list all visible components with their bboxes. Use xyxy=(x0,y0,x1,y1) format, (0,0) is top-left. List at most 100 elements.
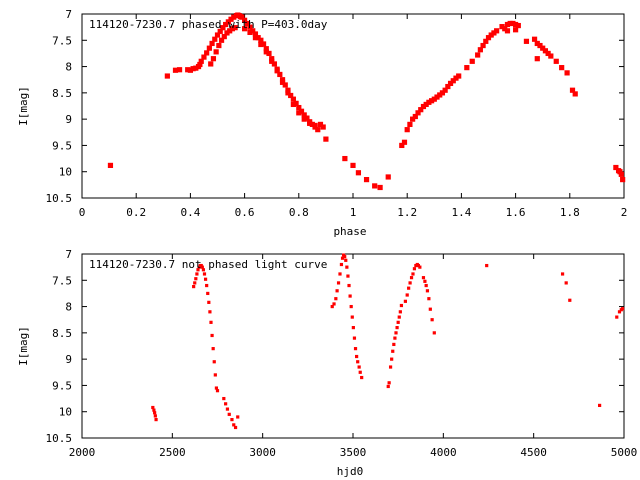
unphased-data-point xyxy=(391,349,395,353)
unphased-data-point xyxy=(356,360,360,364)
unphased-x-tick-label: 3500 xyxy=(340,446,367,459)
phased-data-point xyxy=(553,58,559,64)
phased-data-point xyxy=(480,42,486,49)
unphased-data-point xyxy=(151,405,155,410)
phased-data-point xyxy=(288,92,294,99)
phased-data-point xyxy=(534,56,540,62)
phased-data-point xyxy=(298,108,305,114)
phased-data-point xyxy=(447,80,454,86)
phased-x-tick-label: 0.4 xyxy=(180,206,200,219)
unphased-data-point xyxy=(408,281,412,285)
phased-data-point xyxy=(220,25,226,31)
unphased-data-point xyxy=(430,318,434,322)
phased-data-point xyxy=(193,65,199,71)
unphased-data-point xyxy=(393,336,397,340)
unphased-data-point xyxy=(357,365,361,369)
unphased-data-point xyxy=(153,411,157,415)
phased-data-point xyxy=(407,121,413,127)
phased-data-point xyxy=(285,90,291,96)
unphased-data-point xyxy=(344,258,348,262)
phased-data-point xyxy=(271,61,278,67)
unphased-x-ticks: 2000 2500 3000 3500 4000 4500 5000 xyxy=(69,254,637,459)
unphased-data-point xyxy=(386,384,390,389)
unphased-data-point xyxy=(201,268,206,272)
phased-data-point xyxy=(510,20,516,27)
phased-x-tick-label: 0.2 xyxy=(126,206,146,219)
phased-data-point xyxy=(513,27,519,33)
unphased-data-point xyxy=(194,277,198,281)
phased-x-tick-label: 1 xyxy=(350,206,357,219)
phased-chart-title: 114120-7230.7 phased with P=403.0day xyxy=(89,18,328,31)
unphased-data-point xyxy=(425,289,430,293)
phased-data-point xyxy=(548,53,554,59)
phased-data-point xyxy=(401,139,408,145)
phased-data-point xyxy=(537,42,543,49)
unphased-y-tick-label: 9 xyxy=(65,353,72,366)
phased-data-point xyxy=(513,21,519,28)
unphased-data-point xyxy=(210,333,214,338)
phased-data-point xyxy=(252,35,259,41)
unphased-data-point xyxy=(230,418,234,422)
unphased-data-point xyxy=(349,304,353,309)
unphased-data-point xyxy=(399,303,404,308)
phased-data-point xyxy=(260,41,267,47)
unphased-data-point xyxy=(330,304,334,309)
phased-x-tick-label: 1.6 xyxy=(506,206,526,219)
phased-data-point xyxy=(204,50,210,56)
phased-data-point xyxy=(172,67,179,73)
phased-data-point xyxy=(418,107,424,113)
phased-data-point xyxy=(290,101,296,108)
phased-data-point xyxy=(442,87,448,93)
phased-data-points xyxy=(107,12,626,191)
unphased-data-point xyxy=(345,265,349,269)
phased-data-point xyxy=(231,14,237,20)
unphased-data-point xyxy=(485,263,489,268)
phased-x-tick-label: 1.8 xyxy=(560,206,580,219)
phased-data-point xyxy=(290,96,296,102)
unphased-data-point xyxy=(207,300,211,304)
phased-data-point xyxy=(198,58,204,64)
phased-data-point xyxy=(320,124,326,130)
phased-data-point xyxy=(437,92,443,98)
phased-data-point xyxy=(315,127,321,133)
phased-data-point xyxy=(263,49,269,55)
phased-data-point xyxy=(185,67,191,73)
unphased-data-point xyxy=(423,279,427,283)
phased-data-point xyxy=(342,155,348,162)
unphased-data-point xyxy=(346,274,350,278)
unphased-data-point xyxy=(205,283,209,288)
unphased-data-point xyxy=(397,315,401,319)
phased-data-point xyxy=(263,46,269,52)
unphased-data-point xyxy=(348,294,352,298)
phased-data-point xyxy=(620,177,626,183)
unphased-data-point xyxy=(339,262,344,267)
unphased-data-point xyxy=(227,412,231,416)
phased-data-point xyxy=(216,42,222,49)
phased-y-tick-label: 9.5 xyxy=(52,139,72,152)
phased-data-point xyxy=(542,48,549,54)
phased-y-axis-label: I[mag] xyxy=(17,86,30,126)
unphased-data-point xyxy=(350,315,354,319)
phased-data-point xyxy=(209,40,215,47)
phased-data-point xyxy=(410,116,416,122)
phased-data-point xyxy=(210,56,217,62)
unphased-data-point xyxy=(206,291,210,296)
phased-data-point xyxy=(274,68,280,74)
phased-x-tick-label: 0 xyxy=(79,206,86,219)
unphased-data-point xyxy=(360,375,364,380)
phased-data-point xyxy=(258,37,264,43)
unphased-data-point xyxy=(560,272,565,276)
unphased-y-axis-label: I[mag] xyxy=(17,326,30,366)
phased-data-point xyxy=(258,41,264,48)
unphased-chart-title: 114120-7230.7 not phased light curve xyxy=(89,258,327,271)
unphased-data-point xyxy=(203,277,208,281)
unphased-data-point xyxy=(202,272,207,276)
unphased-data-point xyxy=(353,347,358,351)
unphased-data-point xyxy=(195,272,199,276)
unphased-data-point xyxy=(232,423,236,427)
phased-data-point xyxy=(385,174,391,180)
phased-data-point xyxy=(531,36,538,42)
unphased-data-point xyxy=(214,386,219,390)
unphased-data-point xyxy=(387,381,391,385)
phased-data-point xyxy=(252,31,259,37)
